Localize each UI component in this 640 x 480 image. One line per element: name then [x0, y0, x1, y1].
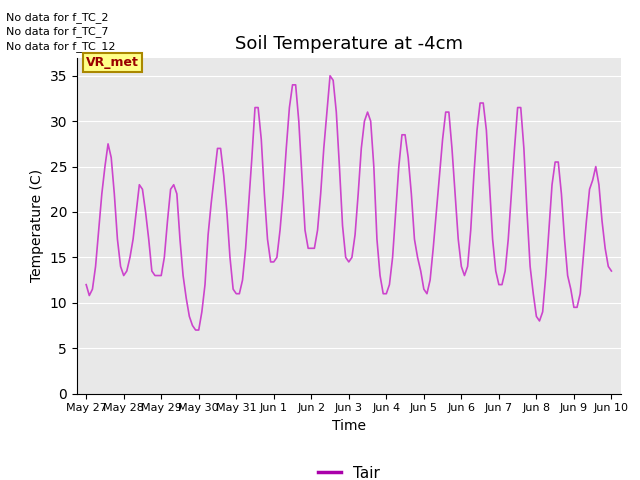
Text: VR_met: VR_met	[86, 56, 140, 69]
X-axis label: Time: Time	[332, 419, 366, 433]
Title: Soil Temperature at -4cm: Soil Temperature at -4cm	[235, 35, 463, 53]
Text: No data for f_TC_12: No data for f_TC_12	[6, 41, 116, 52]
Text: No data for f_TC_7: No data for f_TC_7	[6, 26, 109, 37]
Legend: Tair: Tair	[312, 459, 386, 480]
Text: No data for f_TC_2: No data for f_TC_2	[6, 12, 109, 23]
Y-axis label: Temperature (C): Temperature (C)	[30, 169, 44, 282]
